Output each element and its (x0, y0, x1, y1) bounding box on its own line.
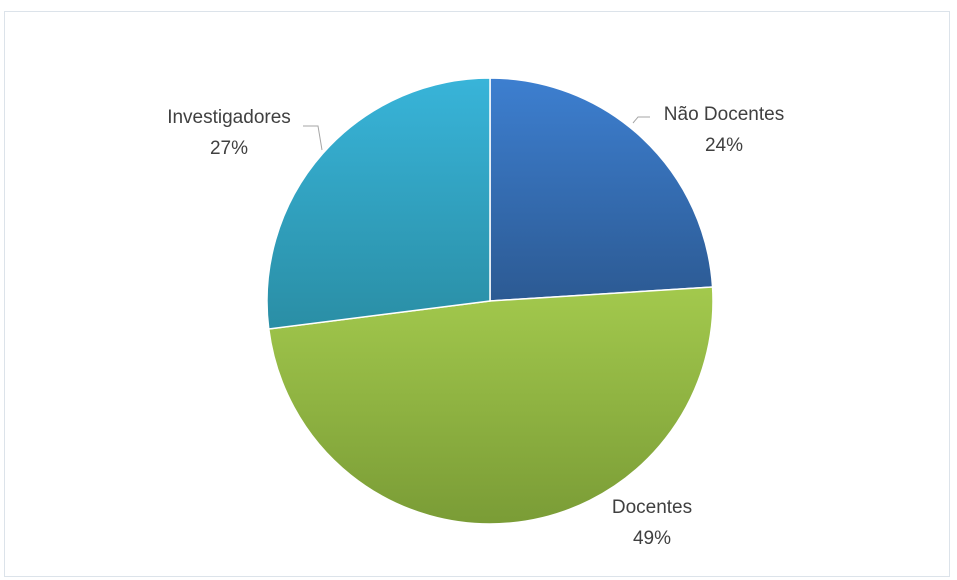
label-name-n-o-docentes: Não Docentes (664, 104, 784, 125)
slices-layer (266, 77, 714, 525)
leader-line-investigadores (303, 125, 323, 151)
pie-slice-investigadores (266, 77, 491, 330)
label-value-n-o-docentes: 24% (705, 135, 743, 156)
leader-lines (303, 116, 650, 151)
leader-line-nao-docentes (632, 116, 650, 124)
label-value-docentes: 49% (633, 528, 671, 549)
pie-slice-n-o-docentes (489, 77, 714, 302)
pie-slice-docentes (267, 286, 714, 525)
label-value-investigadores: 27% (210, 138, 248, 159)
data-labels: Não Docentes 24% Docentes 49% Investigadores… (167, 104, 784, 549)
label-name-docentes: Docentes (612, 497, 692, 518)
label-name-investigadores: Investigadores (167, 107, 291, 128)
